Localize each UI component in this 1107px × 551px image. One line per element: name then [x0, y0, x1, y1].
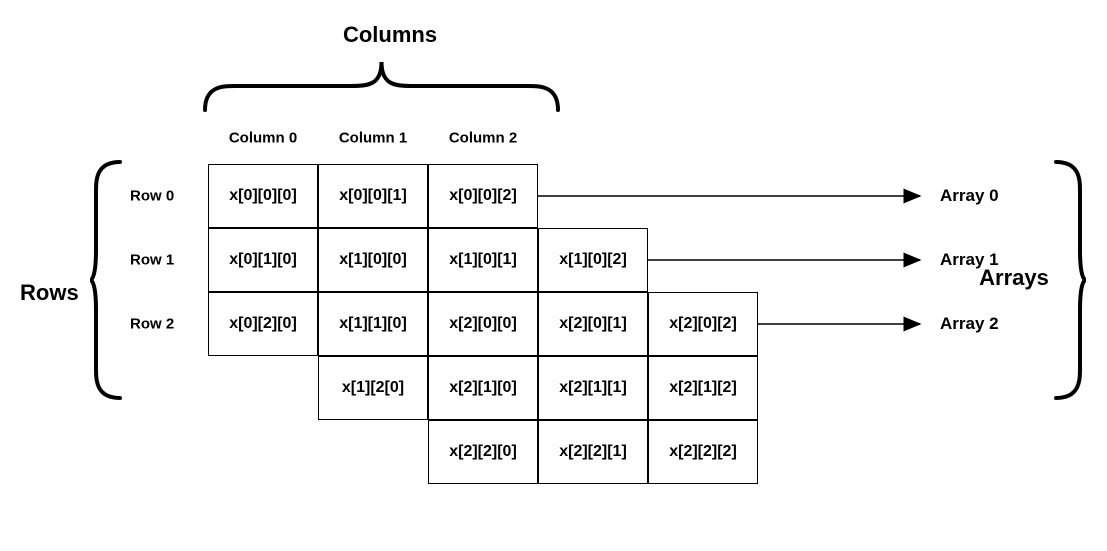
cell-l0-r1-c0: x[0][1][0] — [208, 228, 318, 292]
cell-l0-r0-c1: x[0][0][1] — [318, 164, 428, 228]
col-header-1: Column 1 — [339, 130, 407, 147]
row-label-2: Row 2 — [130, 316, 174, 333]
columns-title: Columns — [343, 22, 437, 48]
cell-l2-r0-c0: x[2][0][0] — [428, 292, 538, 356]
cell-l1-r1-c0: x[1][1][0] — [318, 292, 428, 356]
cell-l1-r0-c1: x[1][0][1] — [428, 228, 538, 292]
cell-l2-r2-c2: x[2][2][2] — [648, 420, 758, 484]
cell-l0-r2-c0: x[0][2][0] — [208, 292, 318, 356]
col-header-0: Column 0 — [229, 130, 297, 147]
cell-l2-r0-c1: x[2][0][1] — [538, 292, 648, 356]
row-label-1: Row 1 — [130, 252, 174, 269]
cell-l1-r0-c0: x[1][0][0] — [318, 228, 428, 292]
array-label-2: Array 2 — [940, 314, 999, 334]
cell-l0-r0-c2: x[0][0][2] — [428, 164, 538, 228]
diagram-3d-array: Columns Rows Arrays Column 0 Column 1 Co… — [0, 0, 1107, 551]
cell-l2-r2-c1: x[2][2][1] — [538, 420, 648, 484]
cell-l2-r0-c2: x[2][0][2] — [648, 292, 758, 356]
cell-l2-r1-c2: x[2][1][2] — [648, 356, 758, 420]
array-label-0: Array 0 — [940, 186, 999, 206]
cell-l0-r0-c0: x[0][0][0] — [208, 164, 318, 228]
cell-l2-r1-c1: x[2][1][1] — [538, 356, 648, 420]
array-label-1: Array 1 — [940, 250, 999, 270]
cell-l1-r2-c0: x[1][2[0] — [318, 356, 428, 420]
cell-l2-r2-c0: x[2][2][0] — [428, 420, 538, 484]
cell-l1-r0-c2: x[1][0][2] — [538, 228, 648, 292]
rows-title: Rows — [20, 280, 79, 306]
cell-l2-r1-c0: x[2][1][0] — [428, 356, 538, 420]
col-header-2: Column 2 — [449, 130, 517, 147]
row-label-0: Row 0 — [130, 188, 174, 205]
